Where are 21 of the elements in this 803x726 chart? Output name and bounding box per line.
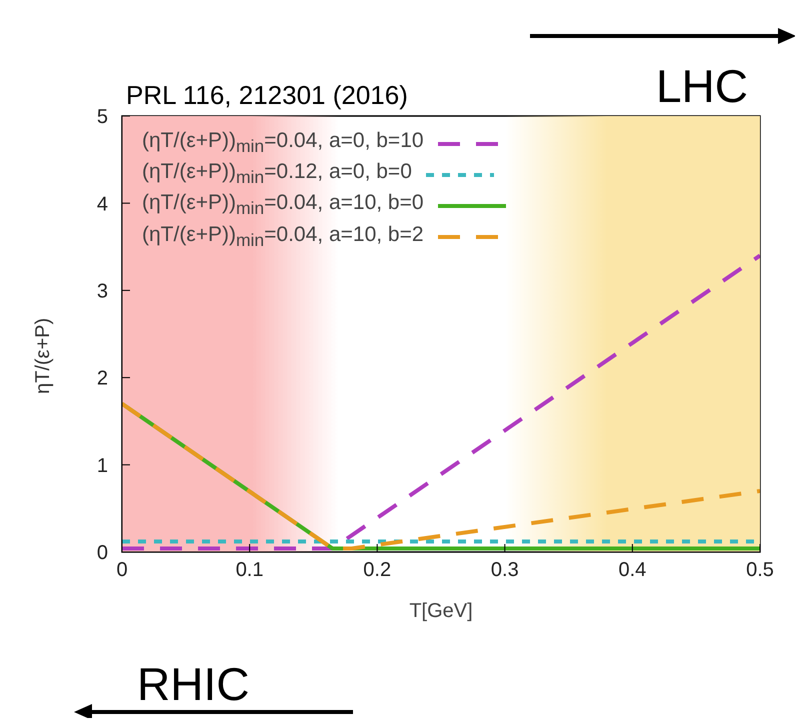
- y-tick-label: 3: [96, 280, 108, 302]
- y-tick-label: 1: [96, 454, 108, 477]
- x-tick-label: 0.3: [490, 559, 519, 582]
- chart-title: PRL 116, 212301 (2016): [126, 80, 408, 110]
- y-tick-label: 5: [96, 106, 108, 128]
- legend-label: (ηT/(ε+P))$_{min}$=0.12, a=0, b=0: [142, 159, 412, 190]
- y-axis-title: ηT/(ε+P): [32, 318, 54, 394]
- x-tick-label: 0.1: [236, 559, 264, 582]
- legend-label: (ηT/(ε+P))$_{min}$=0.04, a=0, b=10: [142, 128, 424, 158]
- y-tick-label: 0: [96, 542, 108, 564]
- x-tick-label: 0.5: [746, 559, 774, 582]
- y-tick-label: 4: [96, 193, 108, 216]
- band-label: RHIC: [137, 658, 250, 710]
- legend-label: (ηT/(ε+P))$_{min}$=0.04, a=10, b=0: [142, 190, 424, 221]
- x-tick-label: 0.2: [363, 559, 392, 582]
- x-tick-label: 0.4: [618, 559, 646, 582]
- x-axis-title: T[GeV]: [409, 600, 473, 622]
- x-tick-label: 0: [116, 559, 128, 582]
- y-tick-label: 2: [96, 368, 108, 390]
- legend-label: (ηT/(ε+P))$_{min}$=0.04, a=10, b=2: [142, 222, 424, 252]
- band-label: LHC: [656, 60, 748, 112]
